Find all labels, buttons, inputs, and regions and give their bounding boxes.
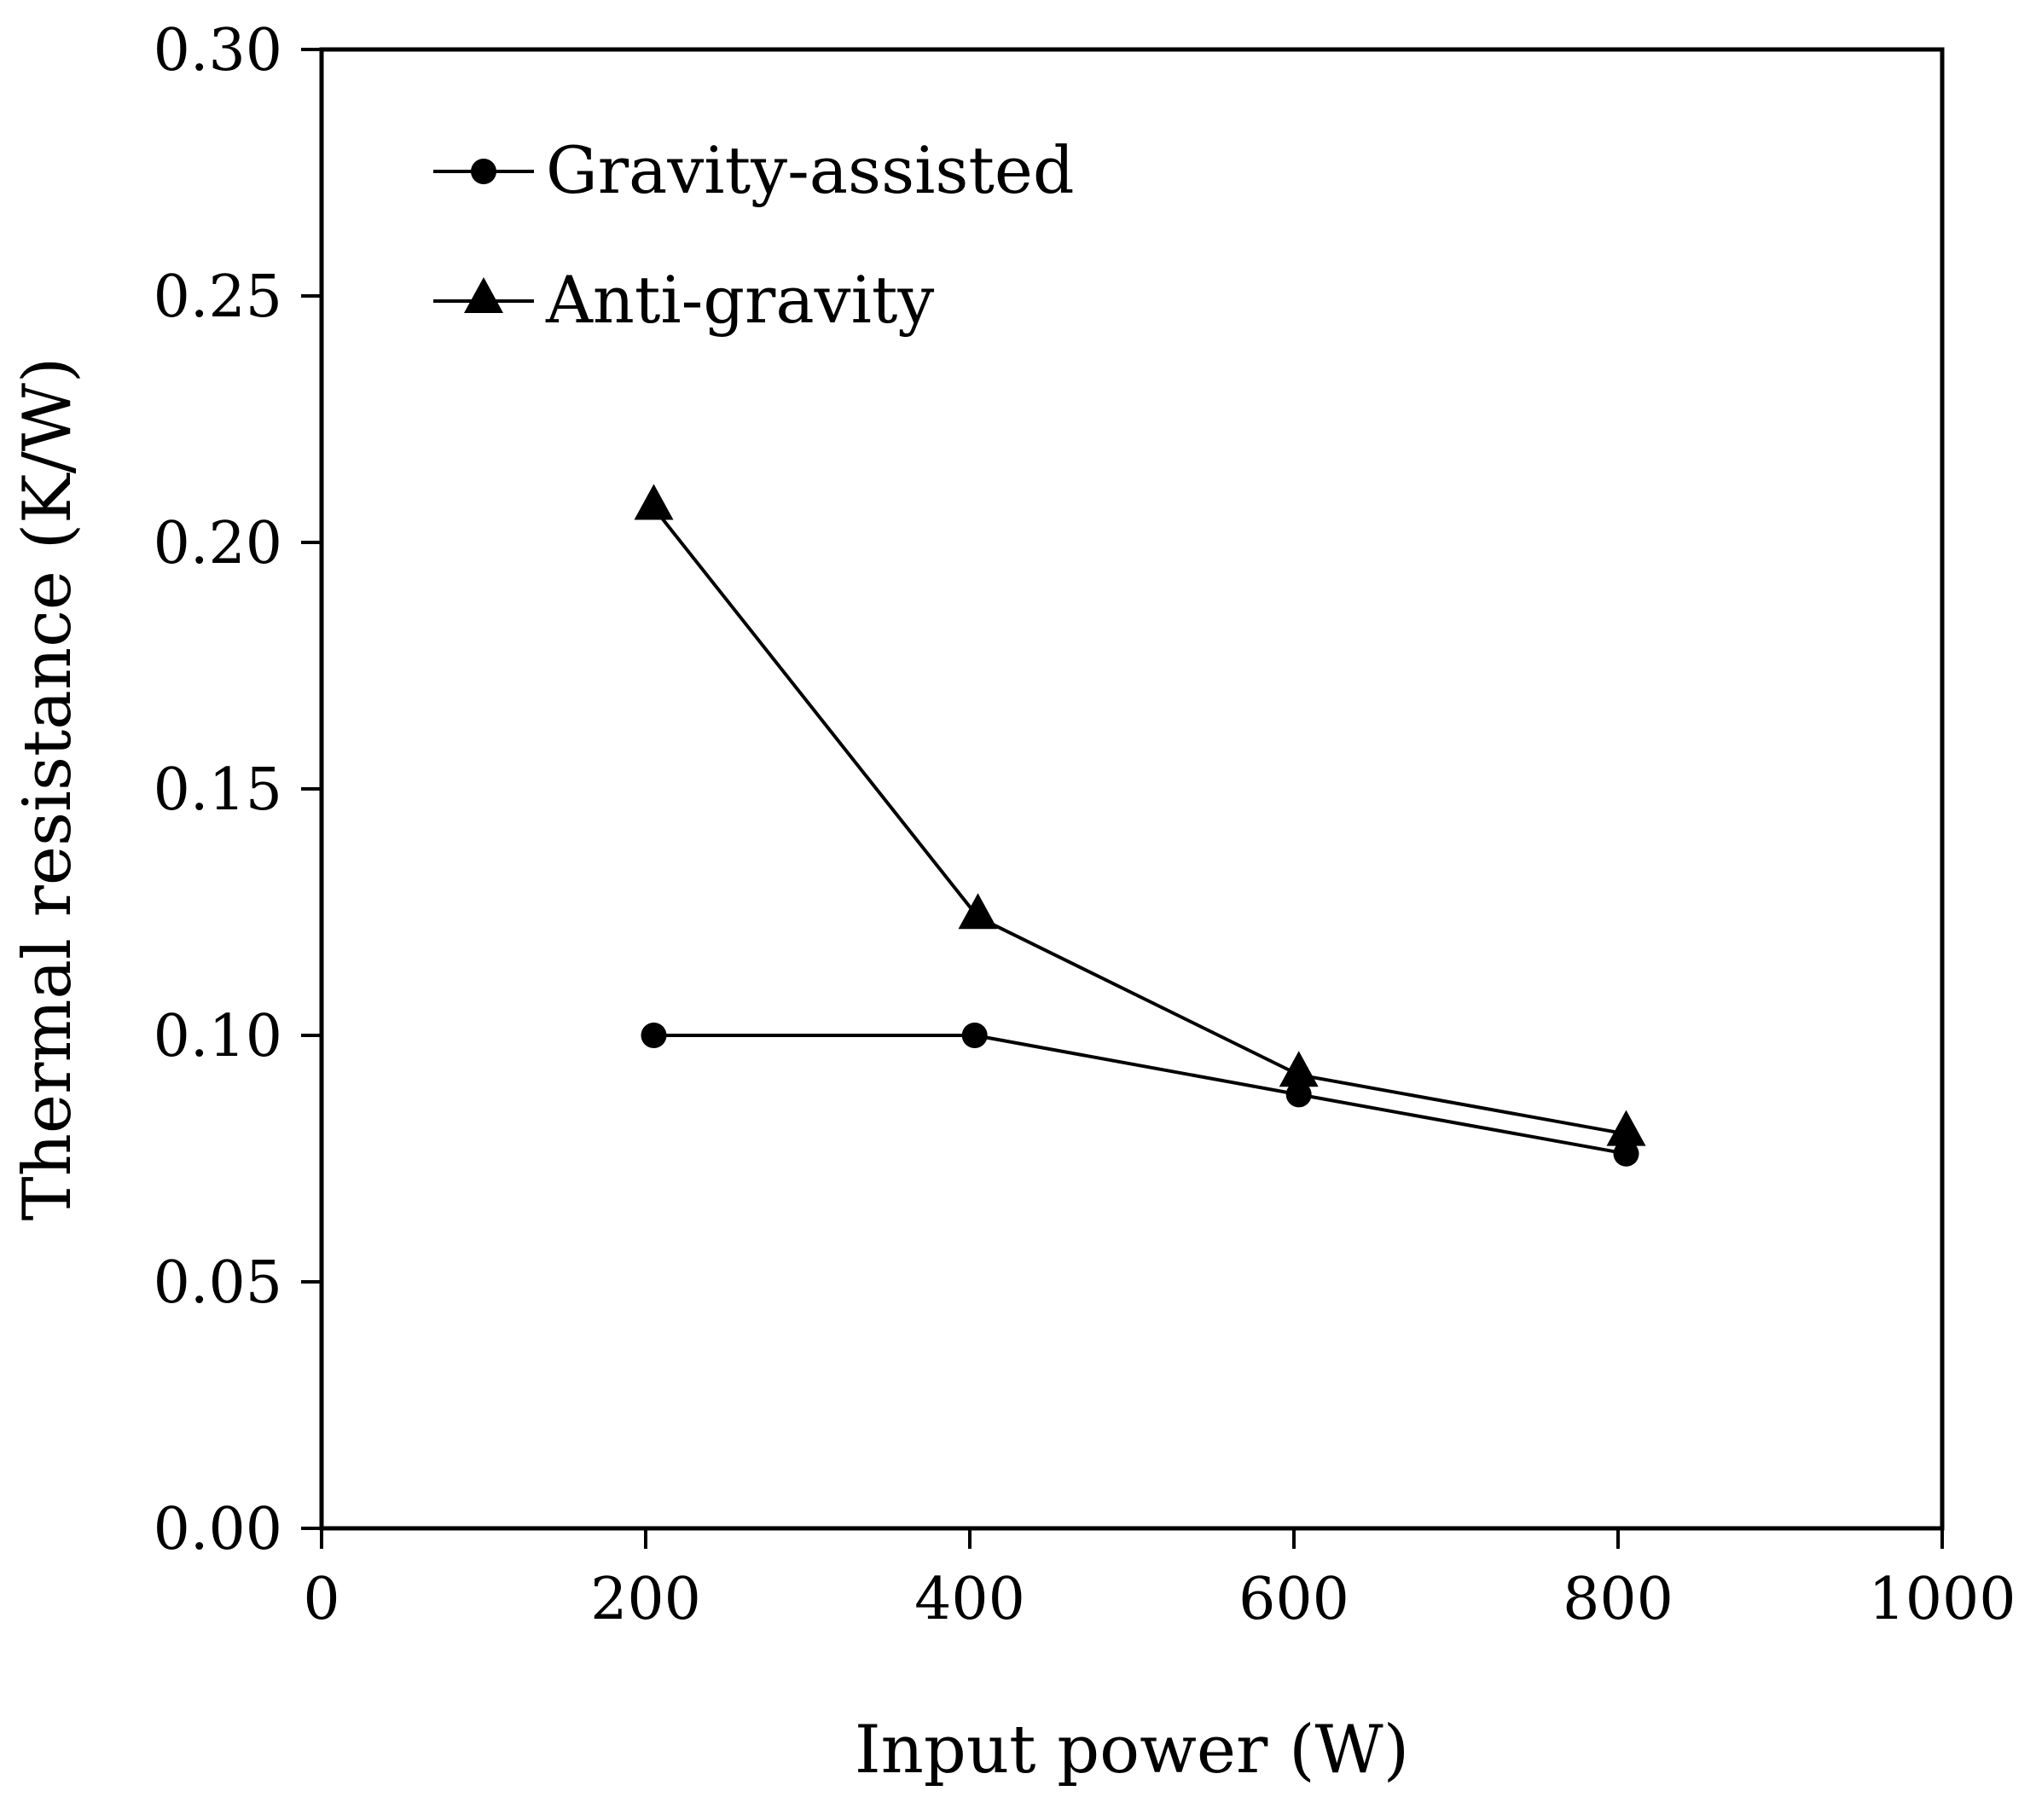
y-tick-label: 0.05: [154, 1249, 282, 1317]
series-anti-gravity: [634, 484, 1646, 1146]
y-tick-label: 0.00: [154, 1496, 282, 1563]
data-point-gravity-assisted: [961, 1023, 988, 1048]
x-axis-title: Input power (W): [855, 1712, 1409, 1788]
legend-label-anti-gravity: Anti-gravity: [545, 262, 934, 338]
x-tick-label: 200: [590, 1566, 701, 1633]
x-tick-label: 400: [914, 1566, 1025, 1633]
data-point-gravity-assisted: [1613, 1140, 1639, 1167]
legend-entry-anti-gravity: Anti-gravity: [433, 262, 934, 338]
data-point-anti-gravity: [634, 484, 674, 520]
y-tick-label: 0.10: [154, 1003, 282, 1070]
series-gravity-assisted: [641, 1023, 1639, 1167]
x-tick-label: 0: [303, 1566, 339, 1633]
y-axis-title: Thermal resistance (K/W): [9, 357, 86, 1221]
data-point-gravity-assisted: [1285, 1081, 1312, 1108]
legend-marker-triangle: [464, 277, 503, 313]
series-line-anti-gravity: [652, 507, 1627, 1136]
y-tick-label: 0.25: [154, 264, 282, 331]
y-tick-label: 0.30: [154, 17, 282, 84]
data-point-anti-gravity: [1279, 1051, 1319, 1087]
y-tick-label: 0.15: [154, 756, 282, 824]
legend-marker-circle: [471, 159, 496, 184]
series-line-gravity-assisted: [653, 1034, 1627, 1156]
x-axis-ticks: [320, 1528, 1944, 1549]
y-tick-label: 0.20: [154, 510, 282, 577]
data-point-gravity-assisted: [641, 1023, 667, 1048]
data-point-anti-gravity: [958, 893, 998, 930]
legend: Gravity-assisted Anti-gravity: [433, 132, 1075, 338]
data-point-anti-gravity: [1606, 1110, 1646, 1146]
x-tick-label: 600: [1238, 1566, 1349, 1633]
legend-entry-gravity-assisted: Gravity-assisted: [433, 132, 1075, 208]
x-tick-label: 800: [1563, 1566, 1673, 1633]
series-layer: [634, 484, 1646, 1167]
x-tick-label: 1000: [1868, 1566, 2016, 1633]
y-axis-ticks: [301, 48, 322, 1530]
y-tick-labels: 0.00 0.05 0.10 0.15 0.20 0.25 0.30: [154, 17, 282, 1563]
x-tick-labels: 0 200 400 600 800 1000: [303, 1566, 2016, 1633]
legend-label-gravity-assisted: Gravity-assisted: [546, 132, 1075, 208]
